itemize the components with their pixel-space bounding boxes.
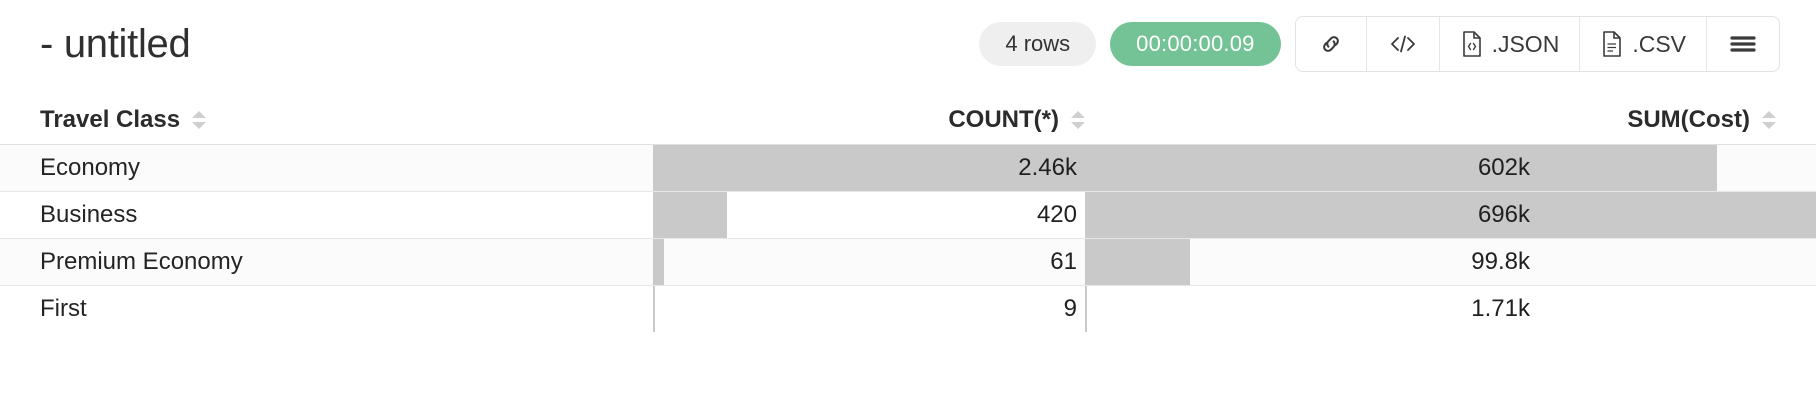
- cell-count: 9: [653, 286, 1085, 332]
- value-bar: [653, 145, 1085, 191]
- permalink-button[interactable]: [1295, 17, 1367, 71]
- cell-sum-cost: 602k: [1085, 145, 1816, 191]
- column-header-count[interactable]: COUNT(*): [653, 106, 1085, 144]
- cell-value: 9: [1063, 295, 1077, 322]
- toolbar-button-group: .JSON .CSV: [1294, 16, 1780, 72]
- cell-travel-class: Economy: [40, 154, 141, 181]
- value-bar: [1085, 239, 1190, 285]
- link-icon: [1318, 31, 1344, 57]
- export-csv-label: .CSV: [1632, 30, 1686, 57]
- table-body: Economy 2.46k 602k Business 420: [0, 144, 1816, 332]
- sort-icon[interactable]: [1762, 110, 1776, 130]
- file-csv-icon: [1600, 30, 1624, 58]
- code-icon: [1389, 33, 1417, 55]
- cell-value: 1.71k: [1471, 295, 1530, 322]
- column-header-travel-class[interactable]: Travel Class: [40, 106, 653, 144]
- row-count-badge: 4 rows: [979, 22, 1097, 66]
- cell-sum-cost: 99.8k: [1085, 239, 1816, 285]
- value-bar: [653, 286, 655, 332]
- export-csv-button[interactable]: .CSV: [1580, 17, 1707, 71]
- panel-header: - untitled 4 rows 00:00:00.09: [0, 0, 1816, 88]
- value-bar: [1085, 286, 1087, 332]
- file-json-icon: [1460, 30, 1484, 58]
- cell-value: 420: [1036, 201, 1077, 228]
- table-header-row: Travel Class COUNT(*) SUM(Cost): [0, 88, 1816, 144]
- cell-travel-class: Business: [40, 201, 138, 228]
- cell-value: 696k: [1477, 201, 1530, 228]
- cell-sum-cost: 1.71k: [1085, 286, 1816, 332]
- cell-sum-cost: 696k: [1085, 192, 1816, 238]
- column-header-label: COUNT(*): [948, 106, 1059, 133]
- cell-count: 61: [653, 239, 1085, 285]
- sort-icon[interactable]: [192, 110, 207, 130]
- page-title: - untitled: [40, 21, 191, 66]
- embed-code-button[interactable]: [1366, 17, 1440, 71]
- cell-travel-class: Premium Economy: [40, 248, 243, 275]
- cell-travel-class: First: [40, 295, 87, 322]
- cell-value: 2.46k: [1018, 154, 1077, 181]
- table-row[interactable]: First 9 1.71k: [0, 285, 1816, 332]
- cell-count: 420: [653, 192, 1085, 238]
- sort-icon[interactable]: [1071, 110, 1085, 130]
- value-bar: [653, 192, 727, 238]
- cell-value: 61: [1050, 248, 1077, 275]
- value-bar: [1085, 145, 1718, 191]
- table-row[interactable]: Business 420 696k: [0, 191, 1816, 238]
- export-json-label: .JSON: [1491, 30, 1560, 57]
- execution-time-badge: 00:00:00.09: [1110, 22, 1281, 66]
- menu-button[interactable]: [1707, 17, 1779, 71]
- export-json-button[interactable]: .JSON: [1439, 17, 1581, 71]
- results-table: Travel Class COUNT(*) SUM(Cost) Economy …: [0, 88, 1816, 332]
- cell-value: 602k: [1477, 154, 1530, 181]
- header-actions: 4 rows 00:00:00.09: [979, 16, 1780, 72]
- value-bar: [1085, 192, 1816, 238]
- cell-value: 99.8k: [1471, 248, 1530, 275]
- cell-count: 2.46k: [653, 145, 1085, 191]
- column-header-sum-cost[interactable]: SUM(Cost): [1085, 106, 1776, 144]
- table-row[interactable]: Economy 2.46k 602k: [0, 144, 1816, 191]
- table-row[interactable]: Premium Economy 61 99.8k: [0, 238, 1816, 285]
- value-bar: [653, 239, 664, 285]
- column-header-label: SUM(Cost): [1627, 106, 1750, 133]
- hamburger-icon: [1729, 34, 1757, 54]
- column-header-label: Travel Class: [40, 106, 181, 133]
